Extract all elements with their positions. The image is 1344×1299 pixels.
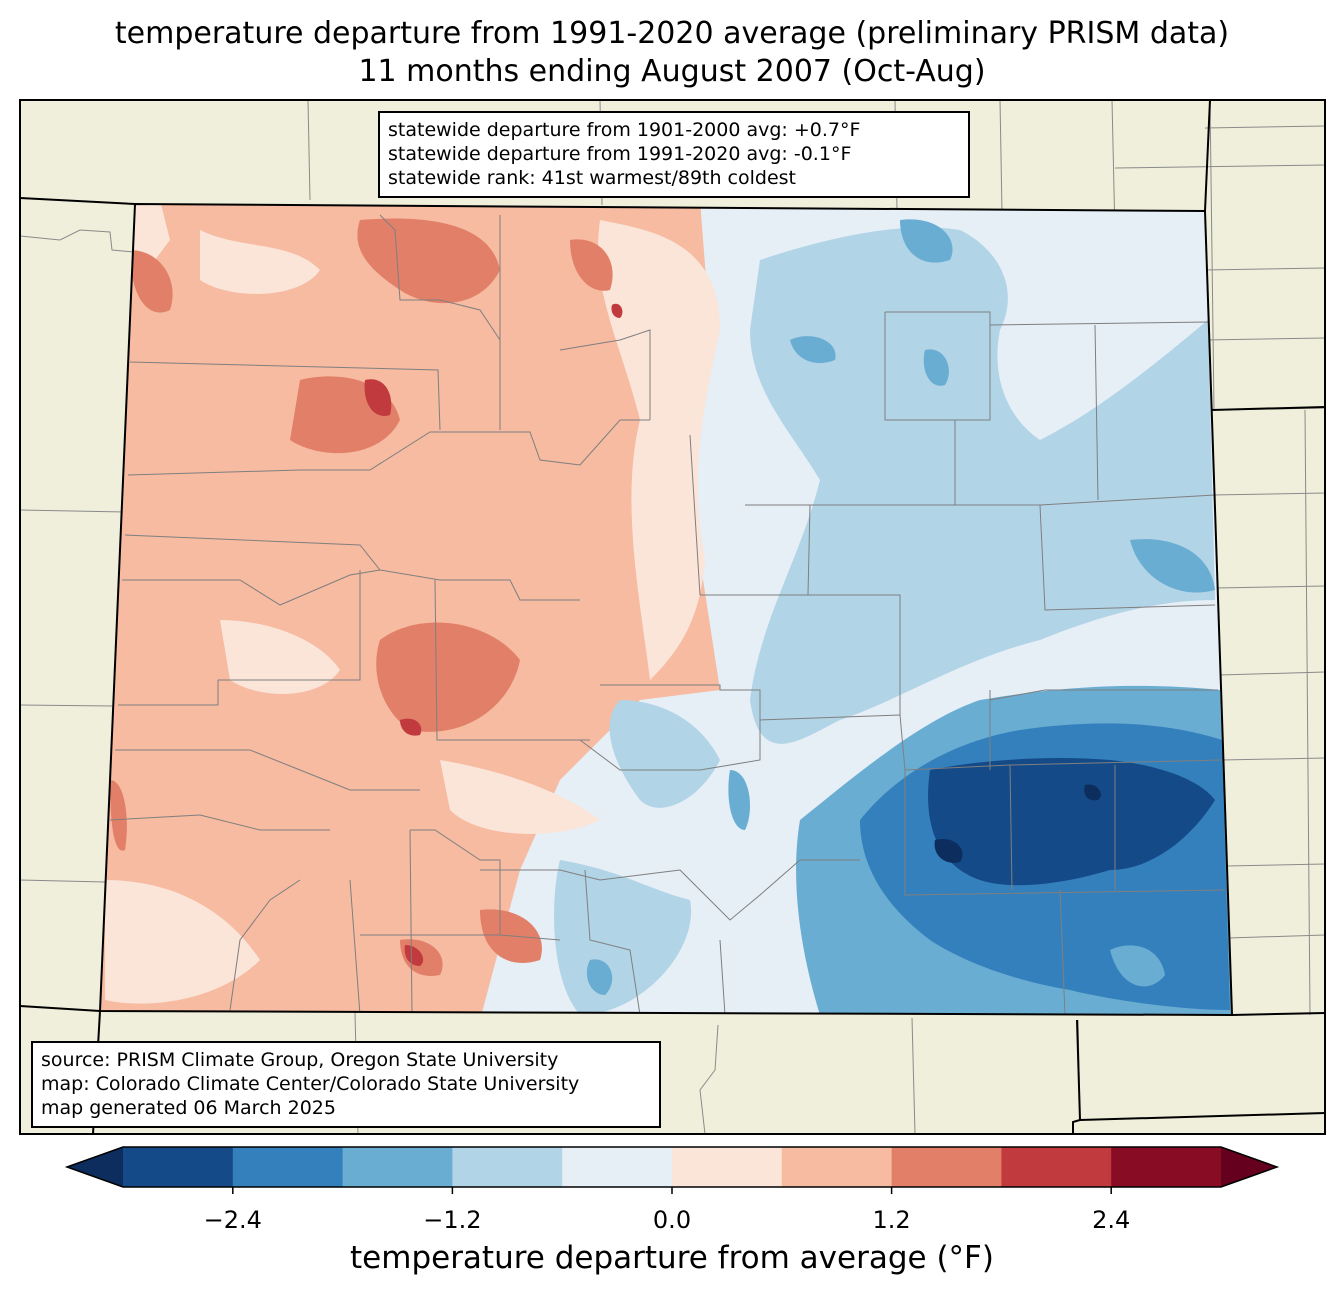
colorbar-segment bbox=[342, 1147, 453, 1187]
stats-departure-1991-2020: statewide departure from 1991-2020 avg: … bbox=[388, 143, 852, 165]
colorbar-max-extension bbox=[1221, 1147, 1277, 1187]
stats-rank: statewide rank: 41st warmest/89th coldes… bbox=[388, 167, 797, 189]
colorbar-segment bbox=[1111, 1147, 1222, 1187]
colorbar-tick-label: 2.4 bbox=[1092, 1206, 1131, 1234]
colorbar-segment bbox=[123, 1147, 234, 1187]
colorbar-tick-label: −1.2 bbox=[423, 1206, 482, 1234]
map-title-line1: temperature departure from 1991-2020 ave… bbox=[114, 16, 1230, 51]
departure-field bbox=[100, 204, 1232, 1015]
colorbar-segment bbox=[781, 1147, 893, 1187]
colorbar-outline bbox=[64, 1146, 1280, 1188]
colorbar-tick-label: 1.2 bbox=[872, 1206, 911, 1234]
credits-box: source: PRISM Climate Group, Oregon Stat… bbox=[31, 1041, 661, 1128]
colorbar-segment bbox=[232, 1147, 344, 1187]
colorbar bbox=[64, 1146, 1280, 1194]
colorbar-segment bbox=[452, 1147, 563, 1187]
credits-generated: map generated 06 March 2025 bbox=[41, 1097, 336, 1119]
state-borders bbox=[20, 100, 1325, 1134]
colorbar-label: temperature departure from average (°F) bbox=[350, 1240, 994, 1276]
colorbar-segment bbox=[891, 1147, 1002, 1187]
statewide-stats-box: statewide departure from 1901-2000 avg: … bbox=[378, 111, 970, 198]
credits-map: map: Colorado Climate Center/Colorado St… bbox=[41, 1073, 580, 1095]
colorbar-tick-label: −2.4 bbox=[203, 1206, 262, 1234]
map-frame bbox=[19, 99, 1326, 1135]
colorbar-segment bbox=[1001, 1147, 1112, 1187]
colorbar-segment bbox=[672, 1147, 783, 1187]
colorbar-tick-label: 0.0 bbox=[652, 1206, 692, 1234]
stats-departure-1901-2000: statewide departure from 1901-2000 avg: … bbox=[388, 119, 861, 141]
colorbar-min-extension bbox=[67, 1147, 123, 1187]
colorbar-segment bbox=[562, 1147, 673, 1187]
map-title-line2: 11 months ending August 2007 (Oct-Aug) bbox=[358, 54, 986, 89]
credits-source: source: PRISM Climate Group, Oregon Stat… bbox=[41, 1049, 559, 1071]
county-lines bbox=[109, 214, 1226, 1015]
